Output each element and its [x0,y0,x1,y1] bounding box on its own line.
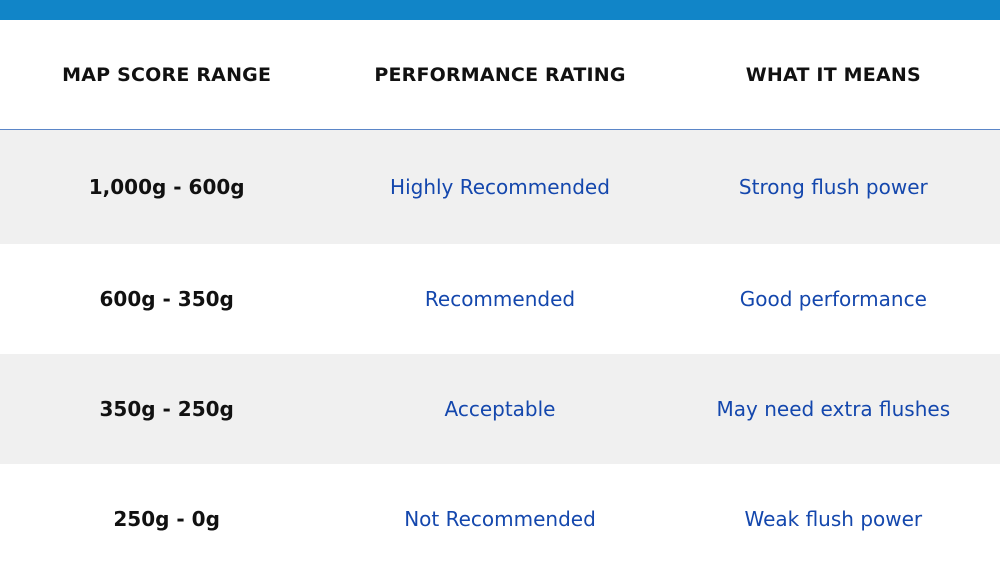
table-row: 600g - 350g Recommended Good performance [0,244,1000,354]
performance-rating: Recommended [424,287,576,311]
table-header: MAP SCORE RANGE PERFORMANCE RATING WHAT … [0,20,1000,130]
map-score-table: MAP SCORE RANGE PERFORMANCE RATING WHAT … [0,20,1000,574]
header-map-score-range: MAP SCORE RANGE [62,63,272,86]
table-row: 350g - 250g Acceptable May need extra fl… [0,354,1000,464]
meaning: Good performance [739,287,927,311]
header-what-it-means: WHAT IT MEANS [745,63,921,86]
score-range: 350g - 250g [99,397,234,421]
table-row: 1,000g - 600g Highly Recommended Strong … [0,130,1000,244]
meaning: May need extra flushes [716,397,951,421]
header-performance-rating: PERFORMANCE RATING [374,63,626,86]
meaning: Weak flush power [744,507,923,531]
top-accent-bar [0,0,1000,20]
meaning: Strong flush power [738,175,928,199]
performance-rating: Highly Recommended [390,175,610,199]
performance-rating: Acceptable [444,397,556,421]
table-row: 250g - 0g Not Recommended Weak flush pow… [0,464,1000,574]
score-range: 600g - 350g [99,287,234,311]
performance-rating: Not Recommended [404,507,596,531]
score-range: 1,000g - 600g [88,175,245,199]
score-range: 250g - 0g [113,507,220,531]
